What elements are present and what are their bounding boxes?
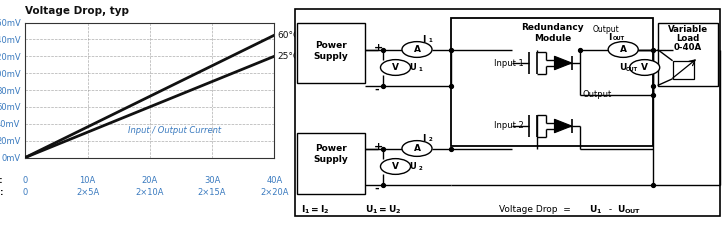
- Text: +: +: [374, 142, 383, 152]
- Text: 2×15A: 2×15A: [198, 188, 226, 197]
- Text: -: -: [374, 85, 378, 95]
- FancyBboxPatch shape: [295, 9, 720, 216]
- Text: 0: 0: [22, 188, 28, 197]
- FancyBboxPatch shape: [297, 133, 365, 194]
- Text: 0-40A: 0-40A: [674, 43, 702, 52]
- Text: V: V: [641, 63, 648, 72]
- Text: Variable: Variable: [668, 25, 708, 34]
- FancyBboxPatch shape: [673, 61, 694, 79]
- Text: 0: 0: [22, 176, 28, 185]
- Text: Input 2: Input 2: [495, 122, 524, 130]
- Text: OUT: OUT: [613, 36, 625, 41]
- Text: OUT: OUT: [626, 67, 638, 72]
- Text: A: A: [619, 45, 627, 54]
- Text: 10A: 10A: [79, 176, 96, 185]
- Text: 20A: 20A: [142, 176, 158, 185]
- Text: 2: 2: [429, 137, 432, 142]
- Text: I: I: [422, 35, 425, 44]
- Text: Input / Output Current: Input / Output Current: [129, 126, 221, 135]
- Text: $\mathbf{U_1}$: $\mathbf{U_1}$: [589, 203, 602, 216]
- FancyBboxPatch shape: [658, 22, 718, 86]
- Text: $\mathbf{U_1=U_2}$: $\mathbf{U_1=U_2}$: [365, 203, 402, 216]
- Text: Supply: Supply: [313, 155, 349, 164]
- Text: I: I: [609, 33, 612, 42]
- Text: Module: Module: [534, 34, 571, 43]
- Text: A: A: [414, 45, 420, 54]
- Text: Output: Output: [583, 90, 612, 99]
- Text: 2: 2: [419, 166, 422, 171]
- Text: +: +: [374, 43, 383, 53]
- Text: V: V: [392, 63, 399, 72]
- Circle shape: [630, 60, 660, 75]
- Text: Load: Load: [676, 34, 700, 43]
- Text: Output: Output: [593, 25, 619, 34]
- Circle shape: [608, 42, 638, 57]
- Circle shape: [402, 42, 432, 57]
- Text: Voltage Drop  =: Voltage Drop =: [499, 205, 576, 214]
- FancyBboxPatch shape: [297, 22, 365, 83]
- Text: Power: Power: [316, 40, 347, 50]
- Text: 1: 1: [429, 38, 432, 43]
- Text: V: V: [392, 162, 399, 171]
- Text: -: -: [606, 205, 615, 214]
- Polygon shape: [554, 56, 572, 70]
- Circle shape: [380, 60, 411, 75]
- Text: Supply: Supply: [313, 52, 349, 61]
- Text: U: U: [409, 162, 416, 171]
- Circle shape: [380, 159, 411, 174]
- Text: -: -: [374, 184, 378, 194]
- Text: 60°C: 60°C: [277, 31, 300, 40]
- Text: 2×5A: 2×5A: [76, 188, 99, 197]
- Text: 2×10A: 2×10A: [136, 188, 164, 197]
- Text: U: U: [619, 63, 627, 72]
- Polygon shape: [554, 119, 572, 133]
- FancyBboxPatch shape: [451, 18, 653, 146]
- Text: Output:: Output:: [0, 176, 4, 185]
- Text: 25°C: 25°C: [277, 52, 300, 61]
- Text: A: A: [414, 144, 420, 153]
- Text: U: U: [409, 63, 416, 72]
- Text: Input 1: Input 1: [495, 58, 524, 68]
- Text: $\mathbf{U_{OUT}}$: $\mathbf{U_{OUT}}$: [617, 203, 641, 216]
- Text: 30A: 30A: [204, 176, 220, 185]
- Text: Input:: Input:: [0, 188, 4, 197]
- Text: 40A: 40A: [266, 176, 282, 185]
- Text: Power: Power: [316, 144, 347, 153]
- Text: I: I: [422, 134, 425, 143]
- Text: Redundancy: Redundancy: [521, 22, 583, 32]
- Text: 1: 1: [419, 67, 422, 72]
- Text: $\mathbf{I_1 = I_2}$: $\mathbf{I_1 = I_2}$: [301, 203, 329, 216]
- Text: 2×20A: 2×20A: [260, 188, 289, 197]
- Circle shape: [402, 141, 432, 156]
- Text: Voltage Drop, typ: Voltage Drop, typ: [25, 6, 129, 16]
